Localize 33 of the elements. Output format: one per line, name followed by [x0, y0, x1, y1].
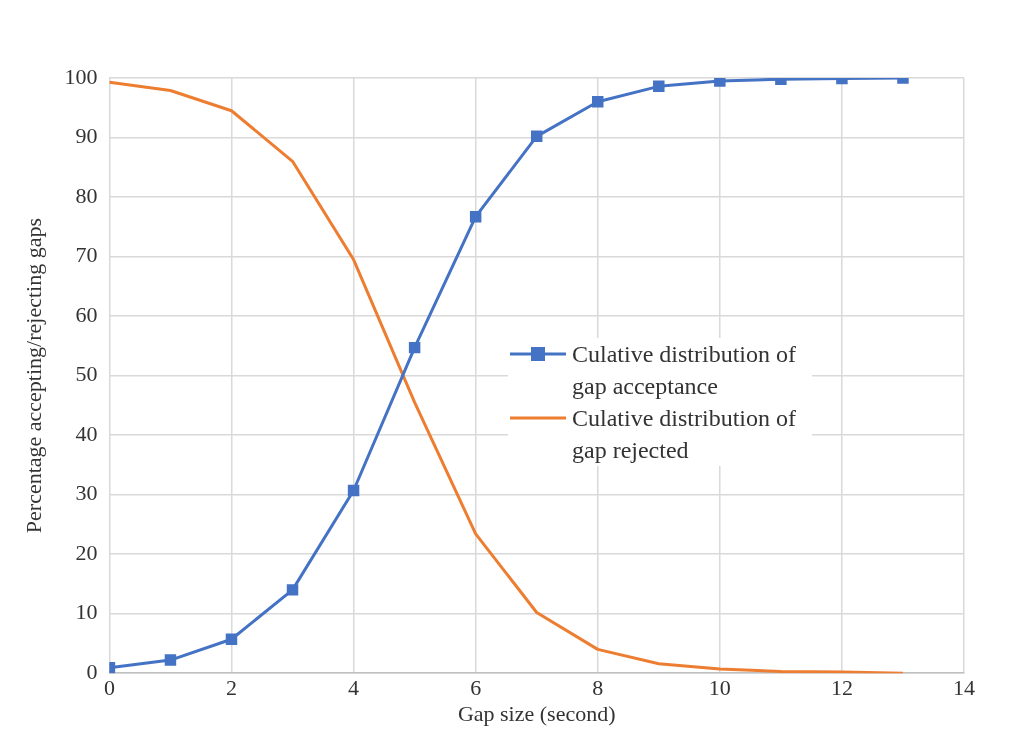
legend-label: Culative distribution of gap rejected: [572, 404, 797, 465]
point: [469, 210, 482, 223]
y-tick-label: 100: [64, 63, 98, 89]
point: [592, 96, 604, 108]
y-tick-label: 60: [75, 301, 98, 327]
x-tick-label: 12: [830, 675, 853, 701]
point: [653, 80, 665, 93]
x-tick-label: 8: [592, 675, 604, 701]
y-tick-label: 10: [75, 599, 98, 625]
x-tick-label: 0: [103, 675, 115, 701]
x-tick-label: 4: [348, 675, 360, 701]
point: [225, 633, 238, 646]
y-tick-label: 0: [86, 658, 98, 684]
x-tick-label: 14: [953, 675, 975, 701]
x-tick-label: 10: [708, 675, 731, 701]
point: [714, 78, 726, 87]
point: [286, 584, 299, 596]
y-tick-label: 90: [75, 123, 98, 149]
point: [164, 654, 177, 666]
x-tick-label: 6: [470, 675, 482, 701]
legend-label: Culative distribution of gap acceptance: [572, 340, 797, 401]
y-tick-label: 80: [75, 182, 98, 208]
y-tick-label: 50: [75, 361, 98, 387]
point: [408, 341, 421, 354]
y-tick-label: 70: [75, 242, 98, 268]
point: [347, 484, 360, 497]
y-tick-label: 40: [75, 420, 98, 446]
y-tick-label: 30: [75, 480, 98, 506]
point: [530, 130, 543, 143]
y-axis-title: Percentage accepting/rejecting gaps: [20, 218, 46, 534]
x-tick-label: 2: [225, 675, 237, 701]
y-tick-label: 20: [75, 539, 98, 565]
x-axis-title: Gap size (second): [457, 700, 616, 726]
